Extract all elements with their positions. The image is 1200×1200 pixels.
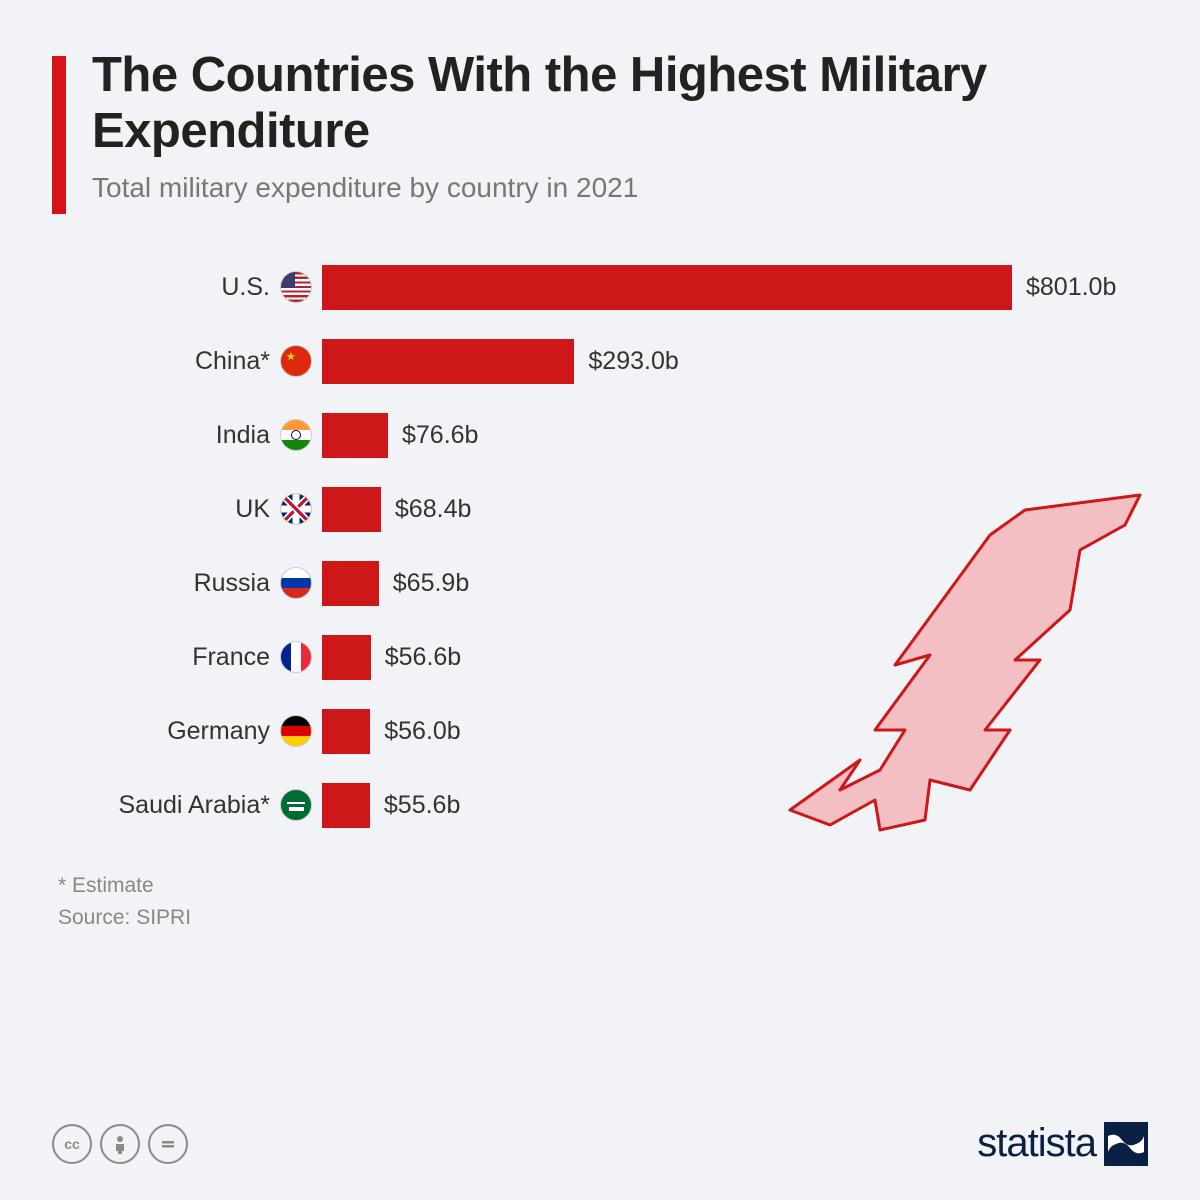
bar-row: France $56.6b	[60, 620, 1148, 694]
label-cell: U.S.	[60, 271, 322, 303]
bar-row: Germany $56.0b	[60, 694, 1148, 768]
value-label: $65.9b	[393, 569, 469, 598]
value-label: $55.6b	[384, 791, 460, 820]
bar-cell: $293.0b	[322, 339, 1148, 384]
country-label: France	[192, 643, 270, 672]
value-label: $56.0b	[384, 717, 460, 746]
header-text: The Countries With the Highest Military …	[92, 48, 1148, 204]
value-label: $56.6b	[385, 643, 461, 672]
statista-wave-icon	[1104, 1122, 1148, 1166]
footer: cc statista	[52, 1121, 1148, 1166]
cc-license-icons: cc	[52, 1124, 188, 1164]
nd-icon	[148, 1124, 188, 1164]
value-label: $76.6b	[402, 421, 478, 450]
bar-cell: $65.9b	[322, 561, 1148, 606]
statista-text: statista	[977, 1121, 1096, 1166]
country-label: China*	[195, 347, 270, 376]
bar	[322, 265, 1012, 310]
bar-cell: $55.6b	[322, 783, 1148, 828]
svg-text:cc: cc	[64, 1136, 80, 1152]
label-cell: France	[60, 641, 322, 673]
bar-cell: $801.0b	[322, 265, 1148, 310]
flag-icon	[280, 641, 312, 673]
flag-icon	[280, 789, 312, 821]
label-cell: China*	[60, 345, 322, 377]
bar	[322, 783, 370, 828]
bar-cell: $56.6b	[322, 635, 1148, 680]
bar-row: China* $293.0b	[60, 324, 1148, 398]
bar-cell: $56.0b	[322, 709, 1148, 754]
flag-icon	[280, 419, 312, 451]
bar-row: UK $68.4b	[60, 472, 1148, 546]
bar	[322, 561, 379, 606]
footnote-source: Source: SIPRI	[58, 902, 1148, 934]
country-label: Russia	[194, 569, 270, 598]
country-label: Saudi Arabia*	[118, 791, 270, 820]
value-label: $293.0b	[588, 347, 678, 376]
label-cell: Germany	[60, 715, 322, 747]
footnote-estimate: * Estimate	[58, 870, 1148, 902]
country-label: Germany	[167, 717, 270, 746]
bar-row: U.S. $801.0b	[60, 250, 1148, 324]
chart-area: U.S. $801.0b China* $293.0b India $76.6b UK $68…	[52, 250, 1148, 842]
bar	[322, 487, 381, 532]
label-cell: Russia	[60, 567, 322, 599]
flag-icon	[280, 271, 312, 303]
value-label: $801.0b	[1026, 273, 1116, 302]
cc-icon: cc	[52, 1124, 92, 1164]
country-label: India	[216, 421, 270, 450]
bar	[322, 339, 574, 384]
flag-icon	[280, 715, 312, 747]
bar-row: Russia $65.9b	[60, 546, 1148, 620]
header: The Countries With the Highest Military …	[52, 48, 1148, 214]
flag-icon	[280, 493, 312, 525]
bar-cell: $76.6b	[322, 413, 1148, 458]
country-label: U.S.	[221, 273, 270, 302]
bar-row: India $76.6b	[60, 398, 1148, 472]
accent-bar	[52, 56, 66, 214]
chart-title: The Countries With the Highest Military …	[92, 48, 1148, 160]
by-icon	[100, 1124, 140, 1164]
label-cell: India	[60, 419, 322, 451]
bar-row: Saudi Arabia* $55.6b	[60, 768, 1148, 842]
infographic-container: The Countries With the Highest Military …	[0, 0, 1200, 1200]
flag-icon	[280, 567, 312, 599]
bar	[322, 635, 371, 680]
bar	[322, 413, 388, 458]
footnotes: * Estimate Source: SIPRI	[58, 870, 1148, 933]
label-cell: UK	[60, 493, 322, 525]
country-label: UK	[235, 495, 270, 524]
bar	[322, 709, 370, 754]
value-label: $68.4b	[395, 495, 471, 524]
bar-cell: $68.4b	[322, 487, 1148, 532]
flag-icon	[280, 345, 312, 377]
label-cell: Saudi Arabia*	[60, 789, 322, 821]
statista-logo: statista	[977, 1121, 1148, 1166]
chart-subtitle: Total military expenditure by country in…	[92, 172, 1148, 204]
